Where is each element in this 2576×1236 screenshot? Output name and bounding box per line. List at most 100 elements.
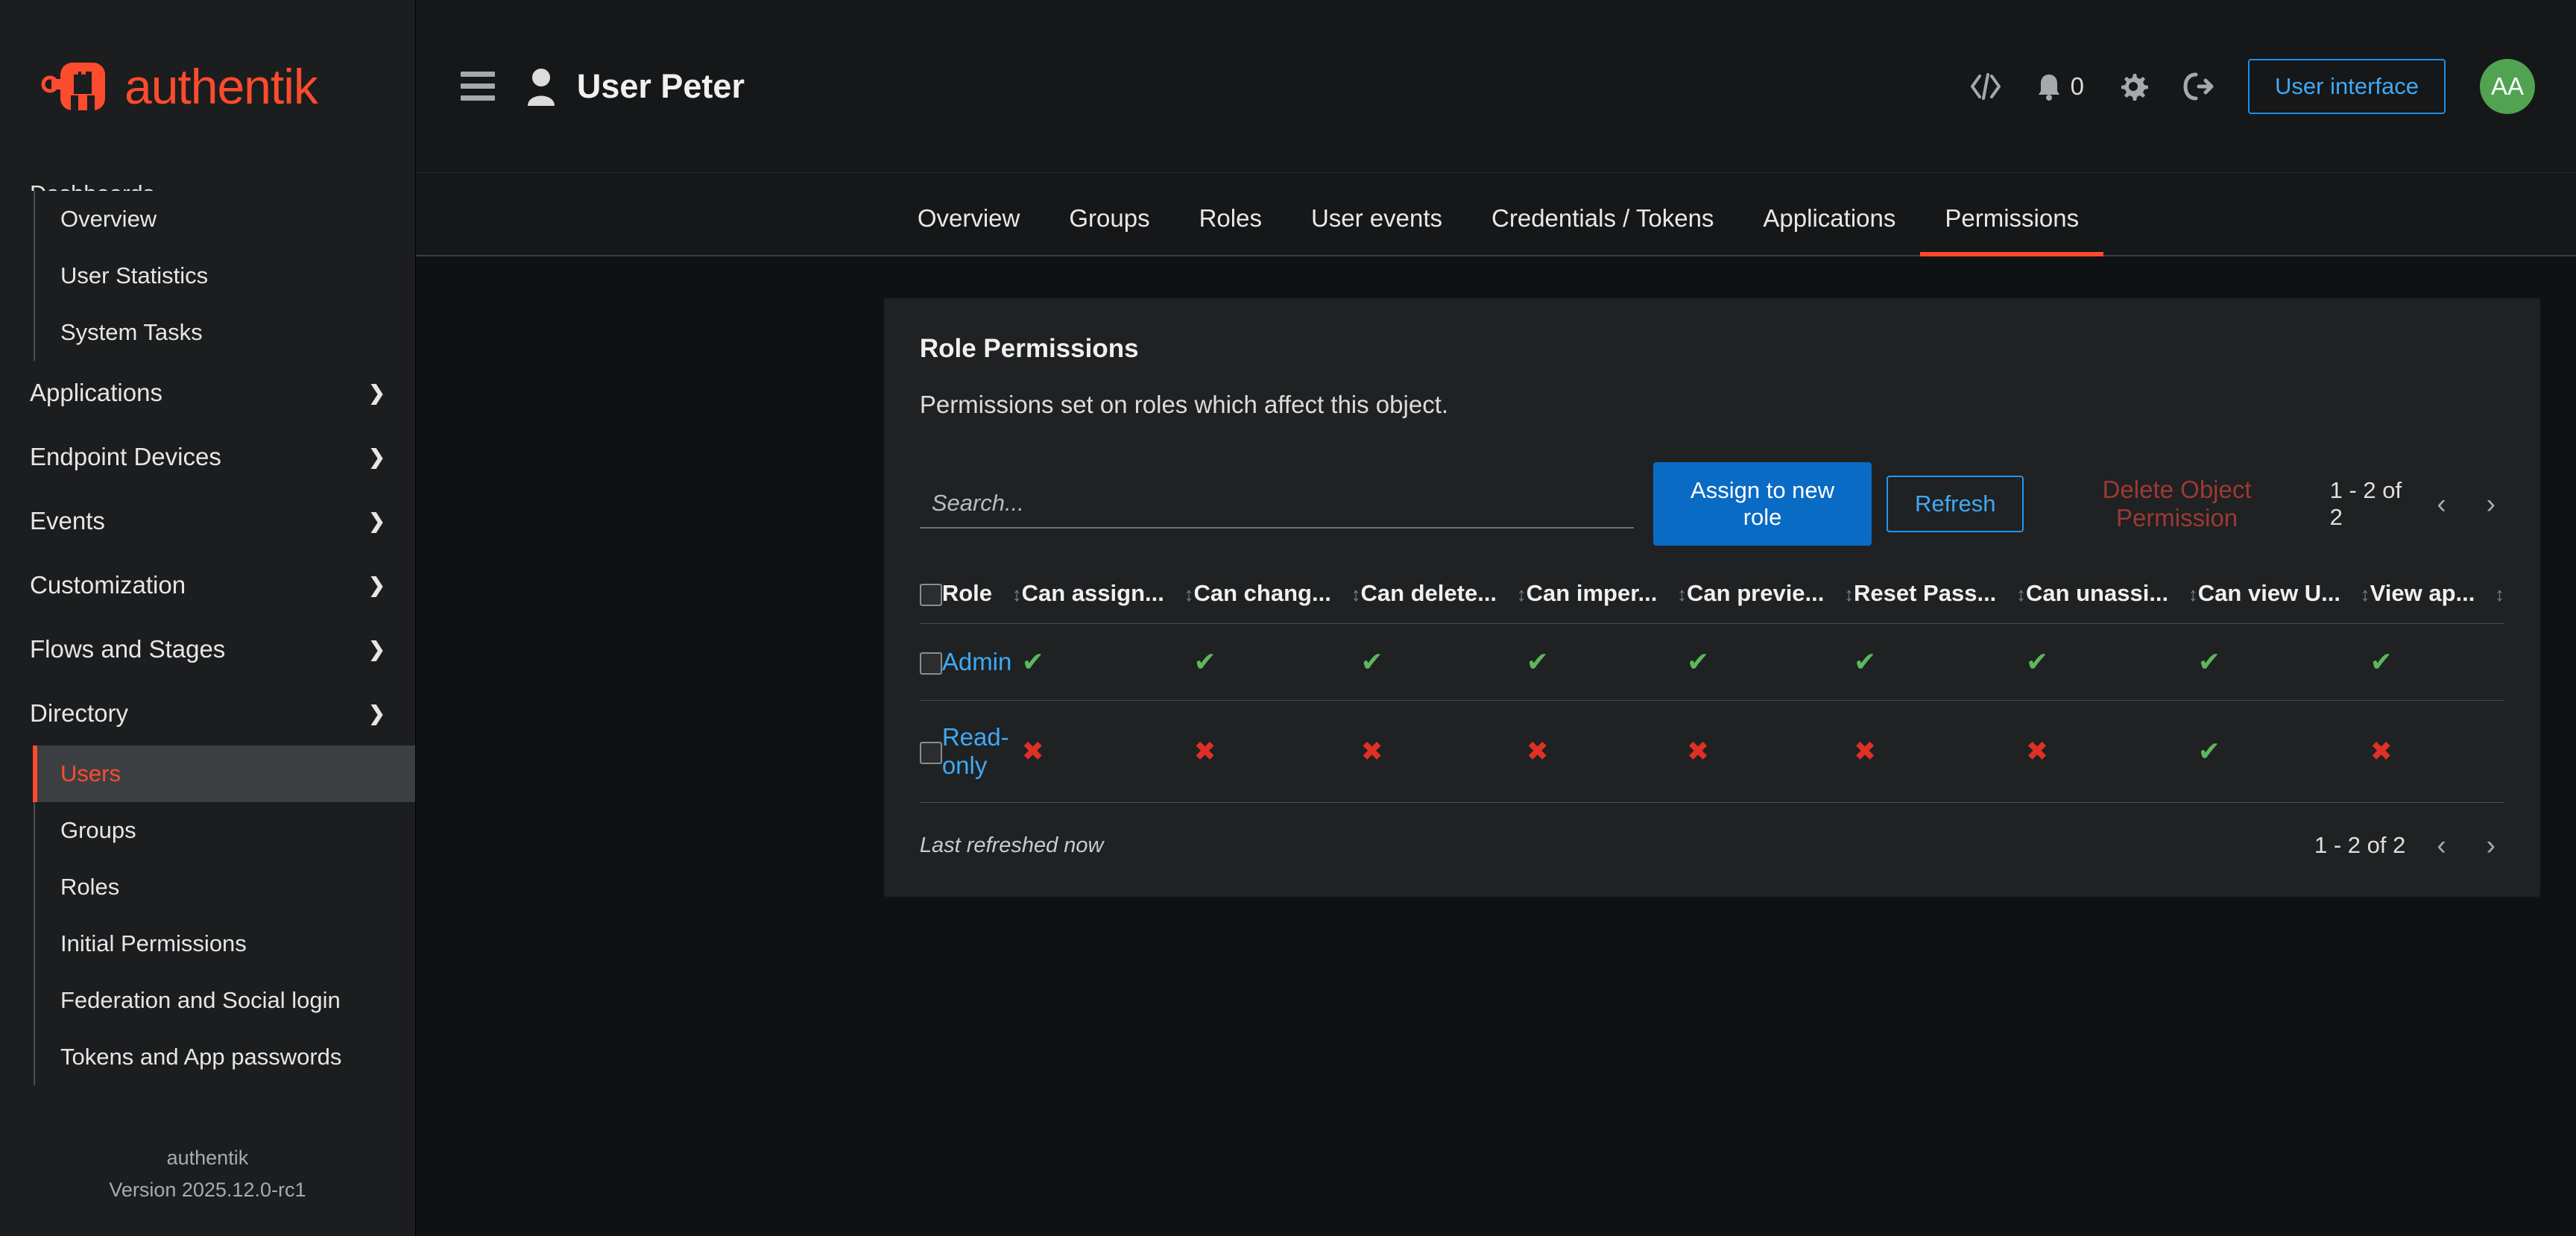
column-header-can-delete[interactable]: Can delete... ↕	[1360, 564, 1526, 624]
role-permissions-table: Role ↕ Can assign... ↕ Can chang... ↕	[919, 564, 2504, 803]
user-icon	[527, 68, 555, 106]
sidebar: authentik Dashboards Overview User Stati…	[0, 0, 416, 1236]
sidebar-item-users[interactable]: Users	[33, 745, 415, 802]
page-title-group: User Peter	[525, 67, 745, 106]
sidebar-nav: Dashboards Overview User Statistics Syst…	[0, 173, 415, 1123]
logout-icon[interactable]	[2182, 72, 2214, 101]
role-cell: Admin	[942, 624, 1022, 701]
column-label: View ap...	[2370, 580, 2475, 606]
refresh-button[interactable]: Refresh	[1886, 476, 2024, 532]
sort-icon[interactable]: ↕	[2360, 583, 2370, 605]
cross-icon: ✖	[2370, 736, 2393, 766]
select-all-header	[919, 564, 942, 624]
column-header-can-preview[interactable]: Can previe... ↕	[1687, 564, 1854, 624]
brand-header[interactable]: authentik	[0, 0, 415, 173]
tab-overview[interactable]: Overview	[917, 204, 1020, 232]
chevron-right-icon[interactable]: ›	[2486, 830, 2496, 860]
permission-granted-cell: ✔	[1854, 624, 2026, 701]
sidebar-section-label: Applications	[30, 379, 162, 406]
column-header-role[interactable]: Role ↕	[942, 564, 1022, 624]
role-link[interactable]: Admin	[941, 648, 1012, 675]
sort-icon[interactable]: ↕	[1011, 583, 1022, 605]
tab-credentials-tokens[interactable]: Credentials / Tokens	[1491, 204, 1714, 232]
sidebar-section-customization[interactable]: Customization ❯	[0, 553, 415, 617]
permission-granted-cell: ✔	[2370, 624, 2504, 701]
permission-granted-cell: ✔	[2198, 624, 2370, 701]
cross-icon: ✖	[2025, 736, 2049, 766]
chevron-right-icon[interactable]: ›	[2486, 488, 2496, 519]
sidebar-section-events[interactable]: Events ❯	[0, 489, 415, 553]
sort-icon[interactable]: ↕	[2188, 583, 2198, 605]
tab-permissions[interactable]: Permissions	[1920, 204, 2104, 256]
card-description: Permissions set on roles which affect th…	[919, 391, 1449, 418]
permission-granted-cell: ✔	[1687, 624, 1854, 701]
table-row: Admin ✔ ✔ ✔ ✔ ✔ ✔ ✔ ✔ ✔	[919, 623, 2504, 701]
user-interface-button[interactable]: User interface	[2248, 58, 2446, 114]
sidebar-item-system-tasks[interactable]: System Tasks	[60, 319, 203, 345]
sidebar-section-flows-and-stages[interactable]: Flows and Stages ❯	[0, 617, 415, 681]
sort-icon[interactable]: ↕	[1677, 583, 1688, 605]
column-header-can-impersonate[interactable]: Can imper... ↕	[1527, 564, 1687, 624]
tab-roles[interactable]: Roles	[1199, 204, 1262, 232]
role-link[interactable]: Read-only	[941, 723, 1009, 779]
row-checkbox[interactable]	[919, 652, 942, 675]
delete-object-permission-button[interactable]: Delete Object Permission	[2024, 462, 2329, 546]
sidebar-item-groups[interactable]: Groups	[60, 817, 136, 843]
column-header-can-change[interactable]: Can chang... ↕	[1194, 564, 1361, 624]
chevron-right-icon: ❯	[368, 381, 385, 404]
search-input[interactable]	[919, 479, 1635, 529]
sidebar-item-initial-permissions[interactable]: Initial Permissions	[60, 930, 247, 956]
permission-denied-cell: ✖	[1022, 701, 1194, 803]
cross-icon: ✖	[1687, 736, 1710, 766]
sort-icon[interactable]: ↕	[2495, 583, 2504, 605]
row-select-cell	[919, 624, 942, 701]
sort-icon[interactable]: ↕	[1184, 583, 1194, 605]
assign-to-new-role-button[interactable]: Assign to new role	[1653, 462, 1872, 546]
tab-user-events[interactable]: User events	[1310, 204, 1443, 232]
sidebar-section-endpoint-devices[interactable]: Endpoint Devices ❯	[0, 425, 415, 489]
sort-icon[interactable]: ↕	[1351, 583, 1361, 605]
cross-icon: ✖	[1193, 736, 1216, 766]
notifications-button[interactable]: 0	[2036, 72, 2084, 101]
sidebar-item-tokens-and-app-passwords[interactable]: Tokens and App passwords	[60, 1044, 342, 1070]
chevron-left-icon[interactable]: ‹	[2437, 488, 2446, 519]
column-label: Can assign...	[1021, 580, 1164, 606]
avatar-initials: AA	[2490, 72, 2525, 100]
column-header-reset-password[interactable]: Reset Pass... ↕	[1854, 564, 2026, 624]
row-checkbox[interactable]	[919, 742, 942, 765]
sort-icon[interactable]: ↕	[1516, 583, 1527, 605]
permission-denied-cell: ✖	[2026, 701, 2198, 803]
permission-denied-cell: ✖	[1360, 701, 1526, 803]
column-header-can-unassign[interactable]: Can unassi... ↕	[2026, 564, 2198, 624]
cross-icon: ✖	[1526, 736, 1549, 766]
table-header-row: Role ↕ Can assign... ↕ Can chang... ↕	[919, 564, 2504, 624]
permission-denied-cell: ✖	[1687, 701, 1854, 803]
column-header-view-app[interactable]: View ap... ↕	[2370, 564, 2504, 624]
column-header-can-assign[interactable]: Can assign... ↕	[1022, 564, 1194, 624]
tab-applications[interactable]: Applications	[1763, 204, 1896, 232]
chevron-left-icon[interactable]: ‹	[2437, 830, 2446, 860]
sidebar-item-federation-and-social-login[interactable]: Federation and Social login	[60, 987, 341, 1013]
column-header-can-view-user[interactable]: Can view U... ↕	[2198, 564, 2370, 624]
tab-groups[interactable]: Groups	[1069, 204, 1150, 232]
permission-denied-cell: ✖	[1527, 701, 1687, 803]
select-all-checkbox[interactable]	[919, 583, 942, 606]
sidebar-item-roles[interactable]: Roles	[60, 874, 120, 900]
sidebar-section-applications[interactable]: Applications ❯	[0, 361, 415, 425]
gear-icon[interactable]	[2118, 72, 2149, 101]
sidebar-item-user-statistics[interactable]: User Statistics	[60, 262, 209, 288]
sort-icon[interactable]: ↕	[1844, 583, 1854, 605]
sidebar-item-overview[interactable]: Overview	[60, 206, 157, 232]
permission-denied-cell: ✖	[1854, 701, 2026, 803]
column-label: Can unassi...	[2025, 580, 2169, 606]
hamburger-icon[interactable]	[460, 65, 495, 107]
code-brackets-icon[interactable]	[1969, 72, 2002, 101]
sidebar-section-label: Endpoint Devices	[30, 443, 221, 470]
avatar[interactable]: AA	[2480, 58, 2535, 114]
sidebar-section-directory[interactable]: Directory ❯	[0, 681, 415, 745]
check-icon: ✔	[1687, 646, 1710, 677]
sort-icon[interactable]: ↕	[2015, 583, 2026, 605]
column-label: Role	[941, 580, 993, 606]
cross-icon: ✖	[1360, 736, 1383, 766]
check-icon: ✔	[2197, 646, 2220, 677]
